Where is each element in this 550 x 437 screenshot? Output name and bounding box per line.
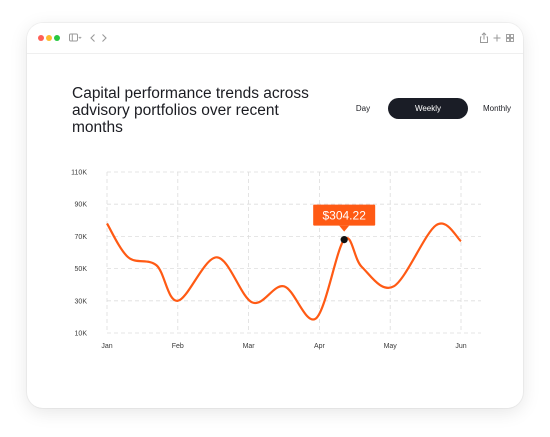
- y-axis-ticks: 10K 30K 50K 70K 90K 110K: [71, 170, 87, 338]
- highlight-point[interactable]: [340, 236, 348, 244]
- x-tick-label: May: [384, 343, 398, 350]
- back-arrow-icon[interactable]: [86, 31, 100, 45]
- line-chart: 10K 30K 50K 70K 90K 110K Jan Feb Mar Apr May Jun $…: [71, 170, 481, 350]
- value-tooltip: $304.22: [313, 204, 376, 232]
- share-icon[interactable]: [477, 31, 491, 45]
- series-line: [106, 222, 462, 321]
- x-tick-label: Apr: [314, 343, 326, 350]
- tooltip-pointer: [339, 225, 350, 232]
- minimize-window-button[interactable]: [46, 35, 52, 41]
- chart-grid: [106, 171, 481, 334]
- tooltip-value: $304.22: [322, 209, 366, 223]
- y-tick-label: 70K: [75, 234, 88, 241]
- tab-overview-grid-icon[interactable]: [503, 31, 517, 45]
- tab-weekly[interactable]: Weekly: [388, 98, 468, 119]
- maximize-window-button[interactable]: [54, 35, 60, 41]
- y-tick-label: 90K: [75, 202, 88, 209]
- x-tick-label: Mar: [243, 343, 256, 350]
- forward-arrow-icon[interactable]: [97, 31, 111, 45]
- y-tick-label: 110K: [71, 170, 87, 177]
- window-titlebar: [27, 23, 523, 54]
- x-tick-label: Feb: [172, 343, 184, 350]
- x-axis-ticks: Jan Feb Mar Apr May Jun: [101, 343, 466, 350]
- page-title: Capital performance trends across adviso…: [72, 85, 309, 136]
- x-tick-label: Jan: [101, 343, 112, 350]
- tab-day[interactable]: Day: [355, 104, 371, 113]
- y-tick-label: 10K: [75, 331, 88, 338]
- new-tab-plus-icon[interactable]: [490, 31, 504, 45]
- tooltip-box: [313, 204, 376, 226]
- y-tick-label: 30K: [75, 298, 88, 305]
- close-window-button[interactable]: [38, 35, 44, 41]
- browser-window: Capital performance trends across adviso…: [27, 23, 523, 408]
- tab-monthly[interactable]: Monthly: [482, 104, 511, 113]
- y-tick-label: 50K: [75, 266, 88, 273]
- x-tick-label: Jun: [455, 343, 466, 350]
- sidebar-toggle-icon[interactable]: [68, 31, 82, 45]
